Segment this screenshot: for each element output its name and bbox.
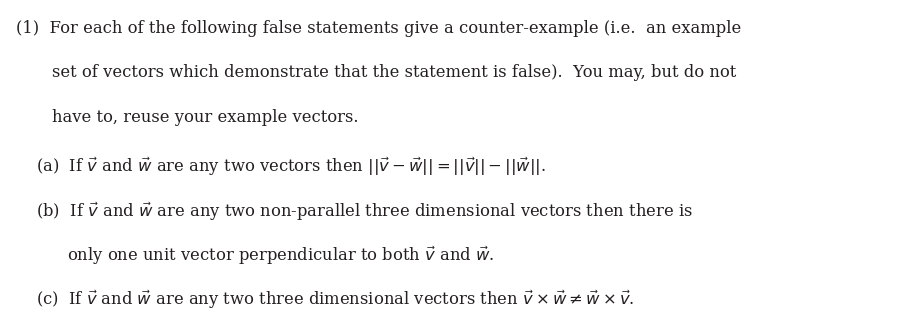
Text: (c)  If $\vec{v}$ and $\vec{w}$ are any two three dimensional vectors then $\vec: (c) If $\vec{v}$ and $\vec{w}$ are any t… bbox=[36, 289, 634, 311]
Text: have to, reuse your example vectors.: have to, reuse your example vectors. bbox=[52, 109, 359, 126]
Text: (b)  If $\vec{v}$ and $\vec{w}$ are any two non-parallel three dimensional vecto: (b) If $\vec{v}$ and $\vec{w}$ are any t… bbox=[36, 201, 692, 223]
Text: set of vectors which demonstrate that the statement is false).  You may, but do : set of vectors which demonstrate that th… bbox=[52, 64, 736, 81]
Text: only one unit vector perpendicular to both $\vec{v}$ and $\vec{w}$.: only one unit vector perpendicular to bo… bbox=[67, 245, 495, 267]
Text: (a)  If $\vec{v}$ and $\vec{w}$ are any two vectors then $||\vec{v} - \vec{w}|| : (a) If $\vec{v}$ and $\vec{w}$ are any t… bbox=[36, 156, 545, 178]
Text: (1)  For each of the following false statements give a counter-example (i.e.  an: (1) For each of the following false stat… bbox=[16, 20, 742, 37]
